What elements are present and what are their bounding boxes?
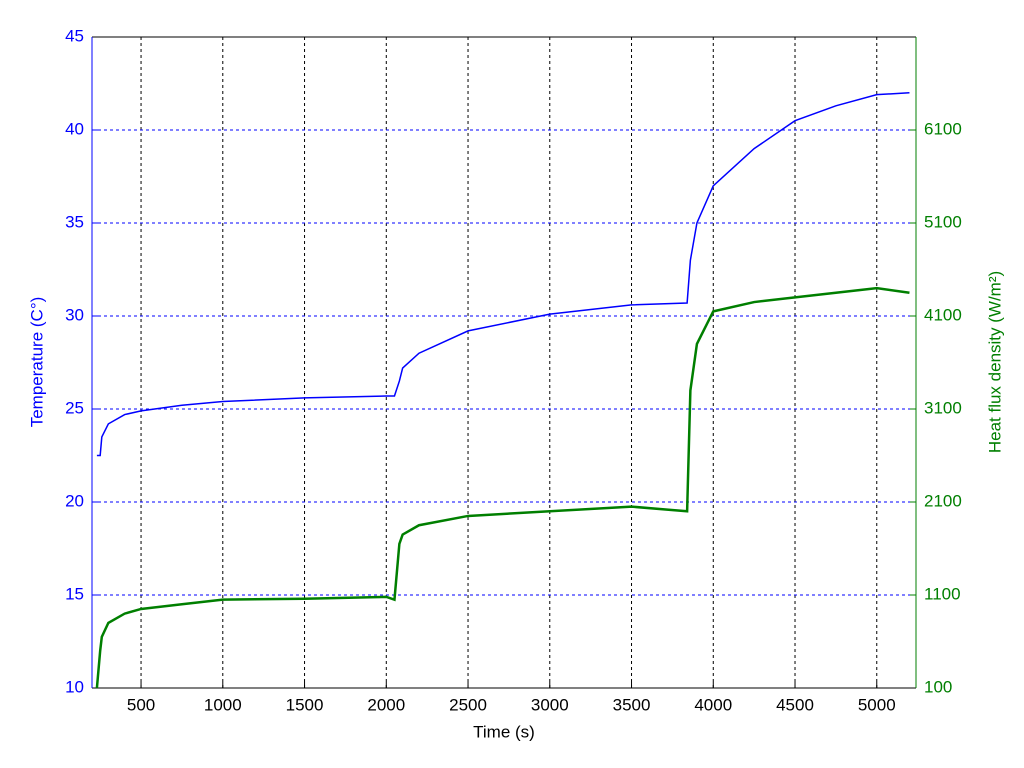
y-tick-label: 15 [65,584,84,603]
y2-tick-label: 1100 [924,584,961,603]
y-tick-label: 45 [65,26,84,45]
y-tick-label: 35 [65,212,84,231]
x-tick-label: 1500 [286,695,324,714]
x-tick-label: 3000 [531,695,569,714]
y2-axis-label: Heat flux density (W/m²) [985,271,1004,453]
y2-tick-label: 3100 [924,398,962,417]
y2-tick-label: 100 [924,677,952,696]
y2-tick-label: 4100 [924,305,962,324]
y-tick-label: 40 [65,119,84,138]
y-tick-label: 30 [65,305,84,324]
y-tick-label: 25 [65,398,84,417]
y2-tick-label: 5100 [924,212,962,231]
x-axis-label: Time (s) [473,722,535,741]
data-line [95,286,910,689]
y-tick-label: 20 [65,491,84,510]
x-tick-label: 4000 [694,695,732,714]
x-tick-label: 500 [127,695,155,714]
x-tick-label: 5000 [858,695,896,714]
y-tick-label: 10 [65,677,84,696]
data-line [96,92,910,457]
x-tick-label: 4500 [776,695,814,714]
x-tick-label: 2500 [449,695,487,714]
x-tick-label: 2000 [367,695,405,714]
y2-tick-label: 6100 [924,119,962,138]
y-axis-label: Temperature (C°) [27,297,46,428]
y2-tick-label: 2100 [924,491,962,510]
x-tick-label: 3500 [613,695,651,714]
x-tick-label: 1000 [204,695,242,714]
